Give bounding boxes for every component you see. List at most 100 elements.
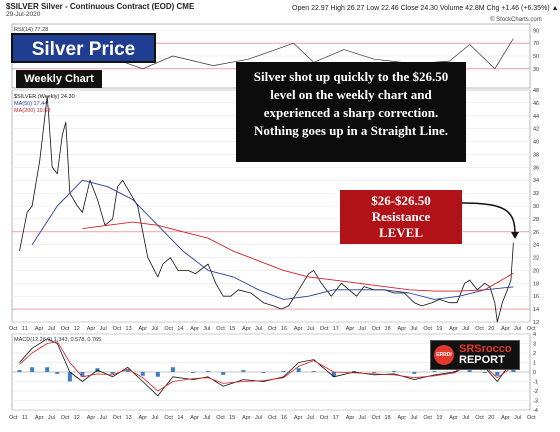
- macd-x-tick-label: Oct: [9, 415, 18, 421]
- chart-header-date: 29-Jul-2020: [6, 11, 41, 18]
- macd-x-tick-label: 13: [126, 415, 132, 421]
- rsi-legend: RSI(14) 77.28: [14, 27, 48, 33]
- resistance-line-2: Resistance: [371, 209, 431, 224]
- price-x-tick-label: Oct: [61, 326, 70, 332]
- price-x-tick-label: 13: [126, 326, 132, 332]
- macd-histogram-bar: [452, 371, 457, 372]
- macd-histogram-bar: [241, 370, 246, 372]
- macd-x-tick-label: Jul: [203, 415, 210, 421]
- macd-x-tick-label: Jul: [462, 415, 469, 421]
- price-x-tick-label: Jul: [151, 326, 158, 332]
- macd-x-tick-label: Apr: [35, 415, 44, 421]
- macd-histogram-bar: [482, 372, 487, 373]
- price-x-tick-label: Oct: [320, 326, 329, 332]
- price-legend: $SILVER (Weekly) 24.30: [14, 94, 75, 100]
- macd-histogram-bar: [80, 372, 85, 377]
- price-x-tick-label: 16: [281, 326, 287, 332]
- macd-x-tick-label: 17: [333, 415, 339, 421]
- macd-panel-ytick-label: 2: [533, 351, 536, 357]
- price-panel-ytick-label: 26: [533, 230, 539, 236]
- macd-x-tick-label: Oct: [320, 415, 329, 421]
- macd-histogram-bar: [55, 372, 60, 374]
- macd-x-tick-label: 11: [22, 415, 28, 421]
- price-panel-ytick-label: 12: [533, 320, 539, 326]
- chart-header-ohlc: Open 22.97 High 26.27 Low 22.46 Close 24…: [292, 5, 559, 12]
- price-series-1: [31, 179, 514, 300]
- resistance-arrow-head: [511, 232, 519, 239]
- macd-x-tick-label: Apr: [242, 415, 251, 421]
- price-x-tick-label: Jul: [48, 326, 55, 332]
- macd-histogram-bar: [495, 372, 500, 376]
- resistance-line-1: $26-$26.50: [371, 193, 431, 208]
- macd-x-tick-label: Oct: [268, 415, 277, 421]
- macd-x-tick-label: 15: [229, 415, 235, 421]
- price-panel-ytick-label: 40: [533, 140, 539, 146]
- macd-x-tick-label: Jul: [255, 415, 262, 421]
- price-panel-ytick-label: 22: [533, 256, 539, 262]
- price-x-tick-label: Apr: [35, 326, 44, 332]
- rsi-panel-ytick-label: 70: [533, 41, 539, 47]
- price-legend: MA(200) 19.58: [14, 108, 50, 114]
- macd-x-tick-label: Oct: [475, 415, 484, 421]
- price-x-tick-label: Apr: [242, 326, 251, 332]
- macd-histogram-bar: [206, 371, 211, 372]
- macd-histogram-bar: [17, 370, 22, 372]
- price-series-0: [19, 96, 514, 323]
- macd-x-tick-label: 16: [281, 415, 287, 421]
- macd-x-tick-label: Jul: [307, 415, 314, 421]
- price-x-tick-label: Oct: [423, 326, 432, 332]
- rsi-panel-ytick-label: 50: [533, 54, 539, 60]
- price-x-tick-label: Apr: [190, 326, 199, 332]
- price-panel-ytick-label: 34: [533, 178, 539, 184]
- macd-x-tick-label: Apr: [190, 415, 199, 421]
- price-legend: MA(50) 17.44: [14, 101, 47, 107]
- macd-x-tick-label: Apr: [346, 415, 355, 421]
- macd-x-tick-label: Oct: [372, 415, 381, 421]
- macd-histogram-bar: [351, 371, 356, 372]
- macd-line: [19, 338, 514, 397]
- macd-panel-ytick-label: -4: [533, 408, 538, 414]
- macd-x-tick-label: Apr: [87, 415, 96, 421]
- macd-panel-ytick-label: -1: [533, 380, 538, 386]
- macd-x-tick-label: 20: [488, 415, 494, 421]
- price-x-tick-label: Jul: [307, 326, 314, 332]
- price-panel-ytick-label: 18: [533, 281, 539, 287]
- macd-histogram-bar: [467, 370, 472, 372]
- price-x-tick-label: 15: [229, 326, 235, 332]
- price-x-tick-label: Apr: [87, 326, 96, 332]
- chart-header-title: $SILVER Silver - Continuous Contract (EO…: [6, 2, 195, 11]
- macd-histogram-bar: [296, 368, 301, 372]
- logo-badge-icon: ERRDI: [434, 345, 454, 365]
- macd-x-tick-label: Jul: [514, 415, 521, 421]
- rsi-panel-ytick-label: 30: [533, 67, 539, 73]
- macd-x-tick-label: 12: [74, 415, 80, 421]
- price-x-tick-label: Oct: [372, 326, 381, 332]
- price-series-2: [82, 221, 514, 292]
- price-x-tick-label: Apr: [501, 326, 510, 332]
- macd-histogram-bar: [191, 372, 196, 373]
- price-x-tick-label: Oct: [527, 326, 536, 332]
- price-panel-ytick-label: 36: [533, 165, 539, 171]
- price-panel-ytick-label: 30: [533, 204, 539, 210]
- macd-x-tick-label: Jul: [48, 415, 55, 421]
- macd-histogram-bar: [311, 371, 316, 372]
- weekly-chart-label: Weekly Chart: [16, 70, 102, 88]
- price-x-tick-label: Oct: [113, 326, 122, 332]
- macd-x-tick-label: Apr: [501, 415, 510, 421]
- macd-x-tick-label: Jul: [151, 415, 158, 421]
- macd-x-tick-label: Oct: [527, 415, 536, 421]
- macd-x-tick-label: 19: [436, 415, 442, 421]
- price-x-tick-label: Apr: [139, 326, 148, 332]
- logo-text-bottom: REPORT: [459, 354, 505, 366]
- macd-signal-line: [19, 341, 514, 392]
- macd-legend: MACD(12,26,9) 1.343, 0.578, 0.765: [14, 337, 101, 343]
- price-x-tick-label: Jul: [410, 326, 417, 332]
- macd-panel-ytick-label: -2: [533, 389, 538, 395]
- macd-x-tick-label: Oct: [113, 415, 122, 421]
- resistance-line-3: LEVEL: [378, 225, 424, 240]
- price-x-tick-label: Oct: [9, 326, 18, 332]
- price-x-tick-label: Jul: [359, 326, 366, 332]
- macd-x-tick-label: Apr: [294, 415, 303, 421]
- macd-histogram-bar: [125, 370, 130, 372]
- price-x-tick-label: 19: [436, 326, 442, 332]
